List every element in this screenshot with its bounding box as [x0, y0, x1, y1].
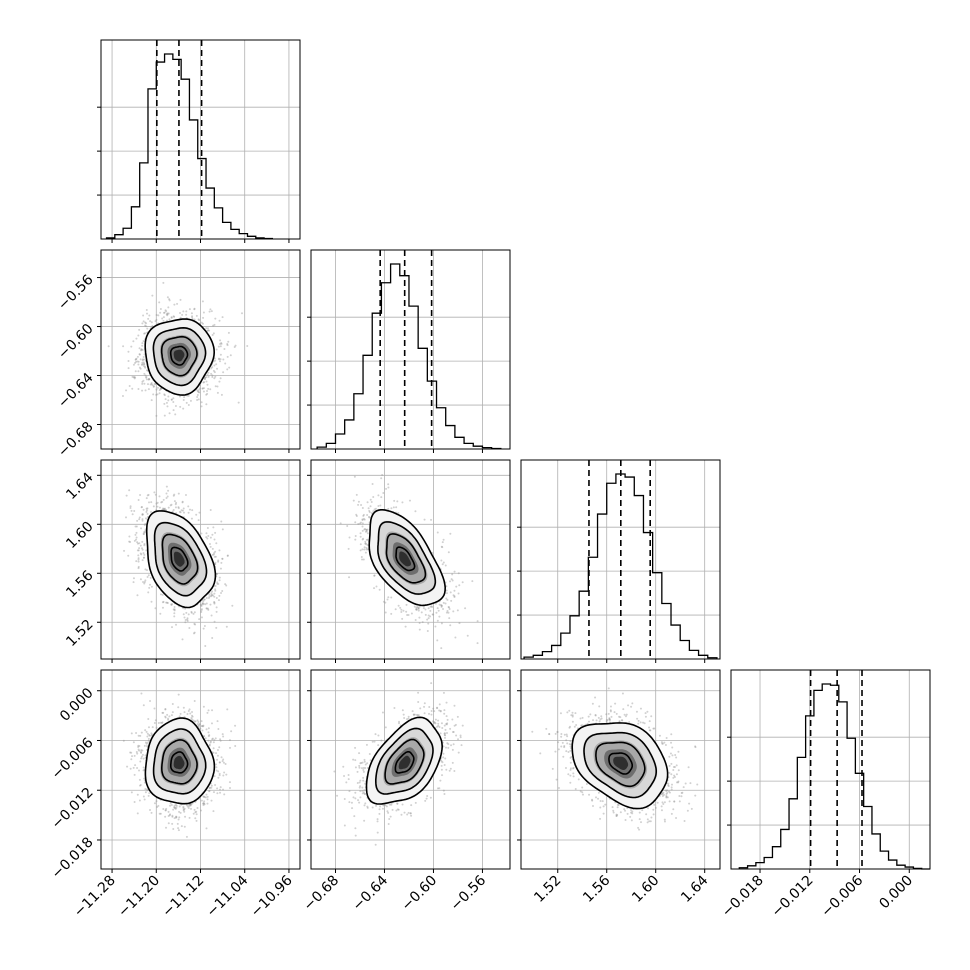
contour-line-3: [170, 751, 189, 774]
contour-line-2: [384, 738, 425, 785]
y-tick-label: −0.012: [49, 785, 97, 833]
grid-lines: [521, 460, 720, 659]
y-tick-label: −0.018: [49, 834, 97, 882]
y-tick-label: 1.64: [63, 470, 96, 503]
scatter-points-2: [339, 474, 479, 650]
contour-line-3: [608, 752, 633, 775]
contour-line-2: [161, 739, 198, 785]
x-tick-label: −11.04: [204, 872, 252, 920]
histogram-step-3: [738, 683, 930, 870]
x-tick-label: −0.60: [399, 873, 441, 915]
x-tick-label: 1.60: [629, 873, 662, 906]
contour-line-3: [395, 546, 416, 572]
contour-line-0: [365, 716, 444, 805]
scatter-points-1: [123, 485, 234, 648]
x-tick-label: −0.018: [719, 873, 767, 921]
contour-line-1: [152, 728, 207, 795]
y-tick-label: 1.56: [63, 568, 96, 601]
panel-frame-hist-2: [520, 459, 721, 660]
scatter-points-0: [107, 281, 249, 417]
contour-line-3: [394, 751, 415, 774]
x-tick-label: 1.64: [678, 872, 711, 905]
contour-line-2: [160, 335, 198, 377]
density-level-4: [173, 755, 185, 770]
scatter-points-5: [531, 687, 699, 831]
y-tick-label: 0.000: [57, 685, 97, 725]
y-tick-label: −0.68: [55, 419, 97, 461]
panel-frame-hist-3: [730, 669, 931, 870]
contour-line-2: [595, 741, 646, 788]
scatter-points-4: [333, 682, 464, 846]
x-tick-label: 1.52: [531, 873, 564, 906]
contour-line-3: [169, 345, 189, 366]
contour-line-1: [375, 727, 434, 795]
x-tick-label: −11.12: [159, 873, 207, 921]
density-level-4: [613, 756, 629, 770]
x-tick-label: −0.64: [350, 872, 392, 914]
contour-line-3: [170, 546, 189, 572]
density-level-4: [399, 551, 411, 567]
y-tick-label: 1.52: [63, 617, 96, 650]
contour-line-2: [385, 533, 427, 584]
x-tick-label: −0.012: [769, 873, 817, 921]
contour-line-2: [161, 533, 199, 585]
panel-frame-4: [310, 669, 511, 870]
contour-line-1: [377, 521, 437, 595]
x-tick-label: −11.28: [71, 873, 119, 921]
y-tick-label: −0.56: [55, 272, 97, 314]
grid-lines: [101, 250, 300, 449]
contour-line-0: [571, 722, 669, 810]
histogram-step-0: [105, 53, 274, 240]
histogram-step-1: [316, 263, 502, 450]
contour-line-1: [152, 326, 207, 387]
x-tick-label: −0.006: [818, 872, 866, 920]
grid-lines: [311, 250, 510, 449]
y-tick-label: −0.60: [55, 321, 97, 363]
contour-line-0: [368, 509, 447, 607]
density-level-4: [398, 755, 411, 770]
density-level-4: [173, 551, 185, 567]
contour-line-0: [144, 717, 216, 805]
contour-line-0: [145, 510, 217, 609]
panel-frame-2: [310, 459, 511, 660]
contour-line-0: [144, 318, 216, 396]
panel-frame-hist-1: [310, 249, 511, 450]
grid-lines: [521, 670, 720, 869]
density-level-4: [173, 349, 185, 362]
x-tick-label: 1.56: [580, 872, 613, 905]
contour-line-1: [583, 731, 657, 799]
x-tick-label: −10.96: [248, 872, 296, 920]
grid-lines: [731, 670, 930, 869]
y-tick-label: −0.64: [55, 370, 97, 412]
scatter-points-3: [122, 692, 237, 838]
y-tick-label: −0.006: [49, 735, 97, 783]
y-tick-label: 1.60: [63, 519, 96, 552]
x-tick-label: 0.000: [876, 873, 916, 913]
contour-line-1: [153, 521, 208, 597]
x-tick-label: −0.56: [448, 872, 490, 914]
x-tick-label: −11.20: [115, 873, 163, 921]
x-tick-label: −0.68: [301, 873, 343, 915]
panel-frame-5: [520, 669, 721, 870]
